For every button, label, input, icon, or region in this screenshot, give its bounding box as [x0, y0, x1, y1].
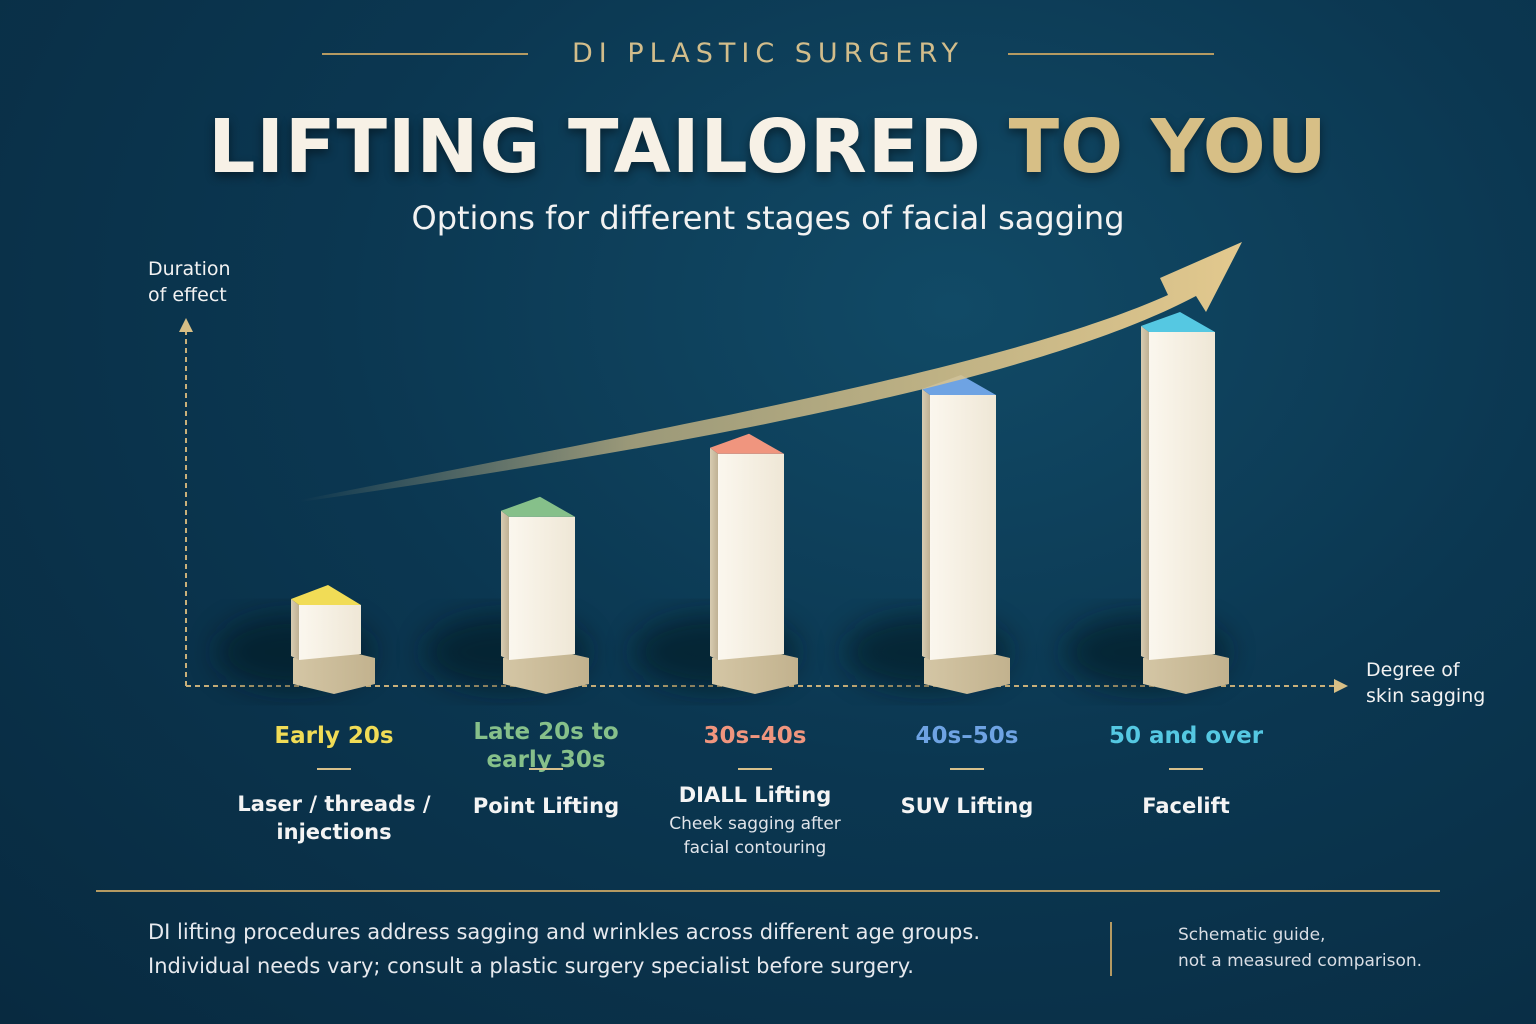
category-dash [529, 768, 563, 770]
category-label-line: Early 20s [274, 723, 394, 749]
bar-top-cap [1141, 312, 1215, 332]
bar-top-cap [501, 496, 575, 517]
footer-text-2: Individual needs vary; consult a plastic… [148, 954, 914, 978]
procedure-label: SUV Lifting [857, 792, 1077, 820]
y-axis-arrowhead [179, 318, 193, 332]
bar-base [712, 648, 798, 694]
bar-top-cap [710, 433, 784, 454]
category-label: 30s–40s [645, 722, 865, 750]
category-label: Late 20s to early 30s [436, 718, 656, 774]
procedure-label-line: Facelift [1142, 794, 1230, 818]
category-label-line: Late 20s to [473, 719, 619, 745]
bar-front [930, 395, 996, 660]
procedure-label: Facelift [1076, 792, 1296, 820]
bar-top-cap [291, 585, 361, 605]
procedure-label: Laser / threads / injections [224, 790, 444, 846]
bar-side [710, 447, 718, 660]
page-title: LIFTING TAILORED TO YOU [0, 102, 1536, 192]
procedure-note-line: Cheek sagging after [669, 814, 841, 834]
title-accent: TO YOU [1008, 104, 1328, 190]
category-dash [317, 768, 351, 770]
bar-side [501, 510, 509, 660]
footer-note-2: not a measured comparison. [1178, 951, 1423, 971]
y-axis-label-line-2: of effect [148, 284, 227, 306]
bar-side [922, 389, 930, 660]
brand-rule-right [1008, 53, 1214, 55]
procedure-label-line: SUV Lifting [900, 794, 1034, 818]
bar-front [718, 453, 784, 660]
bar-front [299, 605, 361, 660]
procedure-note-line: facial contouring [683, 838, 827, 858]
bar-4 [845, 375, 1010, 694]
y-axis-label-line-1: Duration [148, 258, 231, 280]
category-label-line: 40s–50s [915, 723, 1019, 749]
bar-1 [216, 585, 375, 694]
page-subtitle: Options for different stages of facial s… [411, 199, 1125, 237]
bar-top-cap [922, 375, 996, 395]
x-axis-label-line-2: skin sagging [1366, 685, 1486, 707]
procedure-label: Point Lifting [436, 792, 656, 820]
category-dash [1169, 768, 1203, 770]
category-label: Early 20s [224, 722, 444, 750]
footer-rule [96, 890, 1440, 892]
bar-3 [633, 433, 798, 694]
category-label-line: 50 and over [1108, 723, 1264, 749]
brand-name: DI PLASTIC SURGERY [572, 38, 964, 69]
procedure-label-line: Point Lifting [472, 794, 620, 818]
bar-2 [424, 496, 589, 694]
footer-divider [1110, 922, 1112, 976]
procedure-label-line: DIALL Lifting [678, 783, 832, 807]
category-label: 50 and over [1076, 722, 1296, 750]
category-dash [950, 768, 984, 770]
bar-base [293, 648, 375, 694]
x-axis-label-line-1: Degree of [1366, 659, 1460, 681]
procedure-label-line: Laser / threads / [237, 792, 431, 816]
footer-text-1: DI lifting procedures address sagging an… [148, 920, 981, 944]
category-label: 40s–50s [857, 722, 1077, 750]
category-dash [738, 768, 772, 770]
y-axis-label: Duration of effect [148, 256, 231, 308]
bar-5 [1064, 312, 1229, 694]
procedure-note: Cheek sagging after facial contouring [645, 812, 865, 860]
footer-note-1: Schematic guide, [1178, 925, 1326, 945]
bar-base [1143, 648, 1229, 694]
bar-side [1141, 326, 1149, 660]
bar-front [1149, 332, 1215, 660]
bar-front [509, 516, 575, 660]
bars-group [216, 312, 1229, 694]
procedure-label: DIALL Lifting [645, 781, 865, 809]
brand-row: DI PLASTIC SURGERY [0, 34, 1536, 74]
x-axis-label: Degree of skin sagging [1366, 657, 1485, 709]
x-axis-arrowhead [1334, 679, 1348, 693]
procedure-label-line: injections [276, 820, 392, 844]
brand-rule-left [322, 53, 528, 55]
bar-base [924, 648, 1010, 694]
category-label-line: 30s–40s [703, 723, 807, 749]
bar-base [503, 648, 589, 694]
title-main: LIFTING TAILORED [208, 104, 1009, 190]
bar-side [291, 599, 299, 660]
